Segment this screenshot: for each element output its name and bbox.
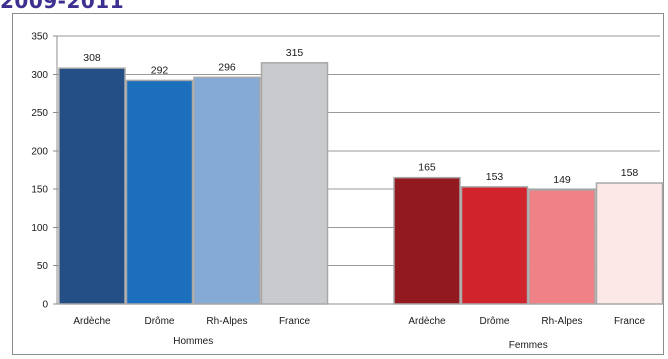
- labels: 0 50 100 150 200 250 300 350 308 Ardèche 292 Drôme 2…: [31, 32, 645, 352]
- data-label: 296: [218, 61, 236, 73]
- bar: [393, 176, 461, 305]
- y-tick-label: 50: [37, 261, 49, 272]
- data-label: 315: [286, 47, 304, 59]
- y-tick-label: 100: [31, 223, 48, 234]
- y-tick-label: 250: [31, 108, 48, 119]
- data-label: 153: [486, 171, 504, 183]
- data-label: 292: [151, 64, 169, 76]
- page-title: 2009-2011: [0, 0, 125, 13]
- bar: [460, 186, 529, 305]
- data-label: 149: [553, 174, 571, 186]
- y-tick-label: 350: [31, 32, 48, 43]
- category-label: France: [614, 316, 646, 327]
- axes: [53, 35, 58, 305]
- y-tick-label: 150: [31, 185, 48, 196]
- category-label: Rh-Alpes: [541, 316, 582, 327]
- bar: [260, 62, 329, 305]
- bar: [58, 67, 126, 305]
- data-label: 158: [621, 167, 639, 179]
- category-label: France: [279, 316, 311, 327]
- category-label: Ardèche: [408, 316, 446, 327]
- y-tick-label: 0: [42, 300, 48, 311]
- bar: [528, 189, 596, 305]
- group-label: Hommes: [173, 336, 213, 347]
- category-label: Drôme: [479, 316, 509, 327]
- category-label: Ardèche: [73, 316, 111, 327]
- bars: [58, 62, 664, 305]
- bar: [595, 182, 664, 305]
- bar: [125, 79, 194, 305]
- data-label: 165: [418, 162, 436, 174]
- category-label: Drôme: [144, 316, 174, 327]
- bar: [193, 76, 261, 305]
- y-tick-label: 200: [31, 146, 48, 157]
- group-label: Femmes: [509, 340, 548, 351]
- y-tick-label: 300: [31, 70, 48, 81]
- data-label: 308: [83, 52, 101, 64]
- category-label: Rh-Alpes: [206, 316, 247, 327]
